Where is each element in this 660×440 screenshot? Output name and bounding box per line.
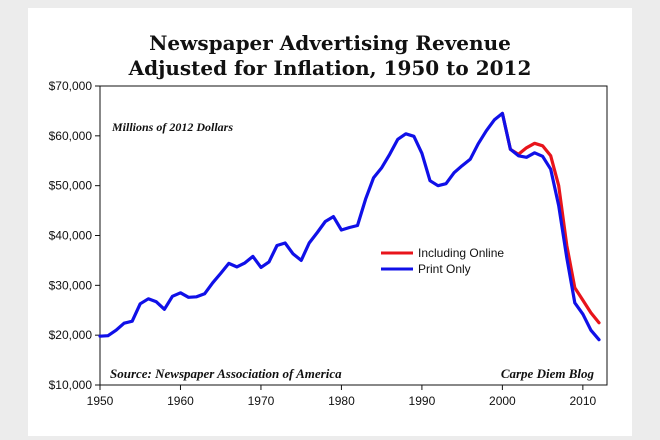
series-group bbox=[98, 111, 601, 342]
y-tick-label: $10,000 bbox=[49, 378, 93, 392]
credit-note: Carpe Diem Blog bbox=[501, 366, 595, 381]
x-tick-label: 2010 bbox=[570, 394, 597, 408]
x-tick-label: 2000 bbox=[489, 394, 516, 408]
x-axis: 1950 1960 1970 1980 1990 2000 2010 bbox=[87, 385, 597, 408]
units-note: Millions of 2012 Dollars bbox=[111, 120, 233, 134]
y-tick-label: $20,000 bbox=[49, 328, 93, 342]
x-tick-label: 1990 bbox=[409, 394, 436, 408]
x-tick-label: 1960 bbox=[167, 394, 194, 408]
legend-label-including-online: Including Online bbox=[418, 246, 504, 260]
y-tick-label: $70,000 bbox=[49, 79, 93, 93]
y-tick-label: $60,000 bbox=[49, 129, 93, 143]
y-tick-label: $40,000 bbox=[49, 229, 93, 243]
x-tick-label: 1980 bbox=[328, 394, 355, 408]
chart-title-line-2: Adjusted for Inflation, 1950 to 2012 bbox=[128, 56, 532, 80]
x-tick-label: 1950 bbox=[87, 394, 114, 408]
series-line-print-only bbox=[98, 111, 601, 342]
chart-title-line-1: Newspaper Advertising Revenue bbox=[149, 31, 511, 55]
y-tick-label: $30,000 bbox=[49, 278, 93, 292]
legend-label-print-only: Print Only bbox=[418, 262, 471, 276]
x-tick-label: 1970 bbox=[248, 394, 275, 408]
source-note: Source: Newspaper Association of America bbox=[110, 366, 342, 381]
plot-area bbox=[99, 85, 608, 386]
y-axis: $10,000 $20,000 $30,000 $40,000 $50,000 $60,0… bbox=[49, 79, 100, 392]
legend: Including Online Print Only bbox=[381, 246, 504, 276]
y-tick-label: $50,000 bbox=[49, 179, 93, 193]
